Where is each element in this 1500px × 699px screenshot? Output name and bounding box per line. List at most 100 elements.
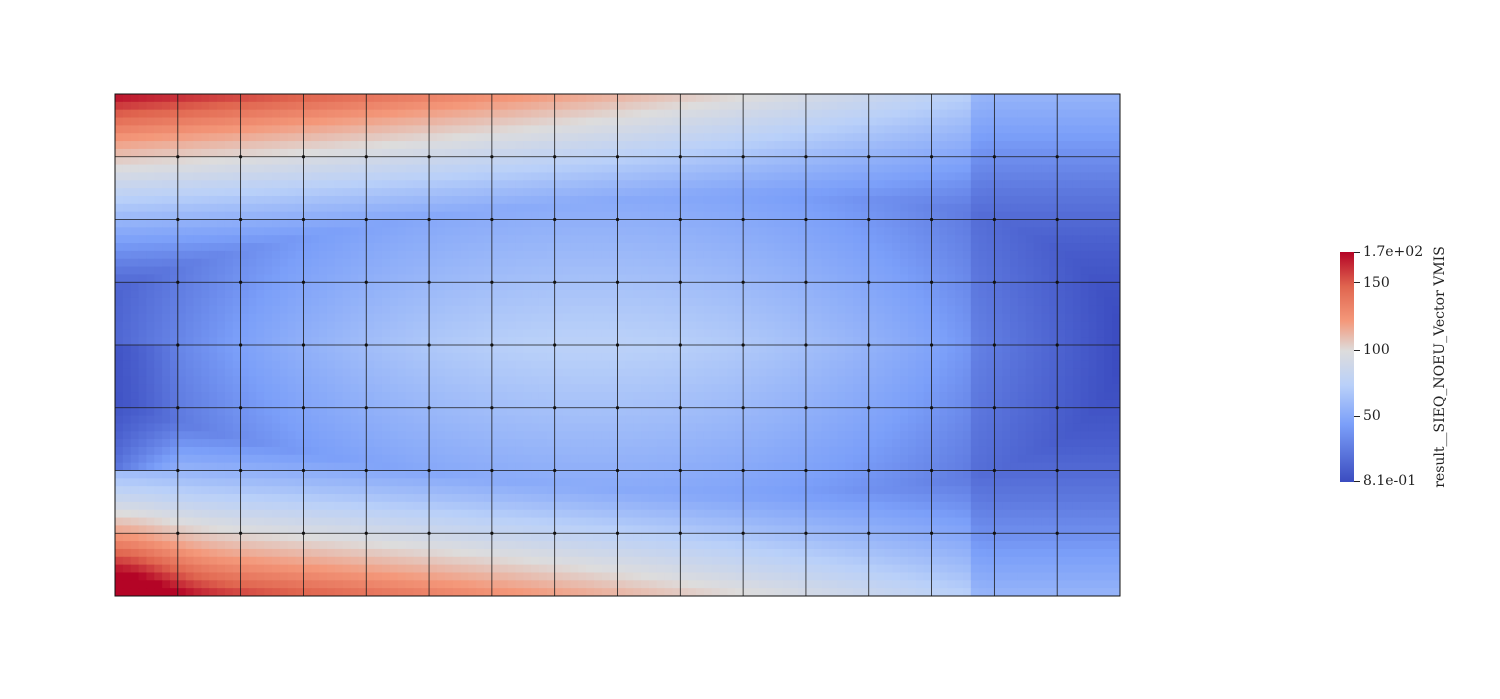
mesh-node (867, 531, 871, 535)
mesh-node (929, 280, 934, 284)
mesh-node (1055, 406, 1059, 410)
mesh-node (301, 155, 306, 159)
mesh-node (239, 468, 243, 473)
mesh-node (427, 155, 431, 159)
mesh-node (929, 406, 934, 410)
mesh-node (427, 406, 431, 410)
mesh-node (1055, 155, 1059, 159)
mesh-node (678, 468, 682, 473)
mesh-node (615, 406, 620, 410)
mesh-node (678, 217, 682, 222)
mesh-node (176, 343, 180, 347)
mesh-node (427, 468, 431, 473)
mesh-node (615, 343, 620, 347)
mesh-node (490, 406, 494, 410)
mesh-grid-lines (115, 94, 1120, 596)
mesh-node (239, 217, 243, 222)
mesh-node (741, 531, 745, 535)
mesh-node (301, 217, 306, 222)
mesh-node (992, 468, 996, 473)
mesh-node (992, 531, 996, 535)
mesh-node (741, 468, 745, 473)
mesh-node (929, 531, 934, 535)
mesh-node (490, 468, 494, 473)
mesh-node (678, 531, 682, 535)
mesh-node (615, 531, 620, 535)
colorbar-gradient (1340, 252, 1354, 482)
color-legend: 1.7e+02 150 100 50 8.1e-01 result__SIEQ_… (1300, 230, 1490, 510)
mesh-node (364, 531, 368, 535)
mesh-node (929, 343, 934, 347)
mesh-node (929, 468, 934, 473)
colorbar-label-100: 100 (1363, 342, 1390, 358)
mesh-node (364, 280, 368, 284)
mesh-node (804, 406, 808, 410)
mesh-node (867, 343, 871, 347)
mesh-node (804, 155, 808, 159)
mesh-node (301, 280, 306, 284)
mesh-node (176, 280, 180, 284)
mesh-node (553, 155, 557, 159)
mesh-node (427, 217, 431, 222)
mesh-node (176, 531, 180, 535)
mesh-node (176, 217, 180, 222)
mesh-node (741, 343, 745, 347)
mesh-node (239, 406, 243, 410)
mesh-node (929, 155, 934, 159)
mesh-node (239, 155, 243, 159)
mesh-node (176, 468, 180, 473)
colorbar-tick-150 (1354, 282, 1360, 283)
colorbar-tick-min (1354, 481, 1360, 482)
mesh-node (804, 280, 808, 284)
mesh-node (364, 155, 368, 159)
mesh-node (992, 343, 996, 347)
mesh-node (804, 343, 808, 347)
mesh-node (239, 280, 243, 284)
colorbar-tick-max (1354, 252, 1360, 253)
mesh-node (1055, 468, 1059, 473)
mesh-node (1055, 280, 1059, 284)
colorbar-tick-100 (1354, 350, 1360, 351)
mesh-node (867, 217, 871, 222)
mesh-border (114, 93, 1121, 597)
mesh-node (678, 343, 682, 347)
colorbar-tick-50 (1354, 416, 1360, 417)
mesh-node (553, 531, 557, 535)
mesh-node (553, 343, 557, 347)
mesh-node (364, 217, 368, 222)
mesh-node (929, 217, 934, 222)
mesh-node (490, 531, 494, 535)
mesh-node (678, 406, 682, 410)
mesh-node (615, 468, 620, 473)
mesh-node (239, 531, 243, 535)
colorbar-label-150: 150 (1363, 275, 1390, 291)
mesh-node (992, 155, 996, 159)
mesh-node (490, 155, 494, 159)
colorbar-label-max: 1.7e+02 (1363, 244, 1424, 260)
mesh-node (427, 531, 431, 535)
mesh-node (176, 155, 180, 159)
mesh-node (553, 280, 557, 284)
colorbar-title: result__SIEQ_NOEU_Vector VMIS (1432, 246, 1448, 488)
mesh-node (239, 343, 243, 347)
mesh-node (301, 468, 306, 473)
mesh-node (301, 343, 306, 347)
mesh-node (867, 280, 871, 284)
mesh-node (490, 217, 494, 222)
mesh-node (741, 217, 745, 222)
mesh-node (741, 155, 745, 159)
mesh-node (364, 406, 368, 410)
mesh-node (615, 155, 620, 159)
mesh-node (553, 468, 557, 473)
mesh-node (741, 280, 745, 284)
mesh-node (490, 280, 494, 284)
mesh-node (804, 531, 808, 535)
mesh-node (804, 468, 808, 473)
mesh-node (615, 217, 620, 222)
mesh-node (301, 531, 306, 535)
mesh-node (427, 280, 431, 284)
mesh-node (1055, 343, 1059, 347)
mesh-node (364, 468, 368, 473)
